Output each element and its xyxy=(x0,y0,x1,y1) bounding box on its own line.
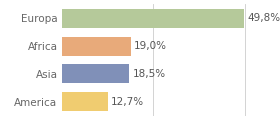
Bar xyxy=(62,64,129,83)
Bar xyxy=(62,92,108,111)
Bar xyxy=(62,9,244,28)
Text: 49,8%: 49,8% xyxy=(247,13,280,23)
Text: 18,5%: 18,5% xyxy=(132,69,165,79)
Bar xyxy=(62,37,131,56)
Text: 12,7%: 12,7% xyxy=(111,97,144,107)
Text: 19,0%: 19,0% xyxy=(134,41,167,51)
